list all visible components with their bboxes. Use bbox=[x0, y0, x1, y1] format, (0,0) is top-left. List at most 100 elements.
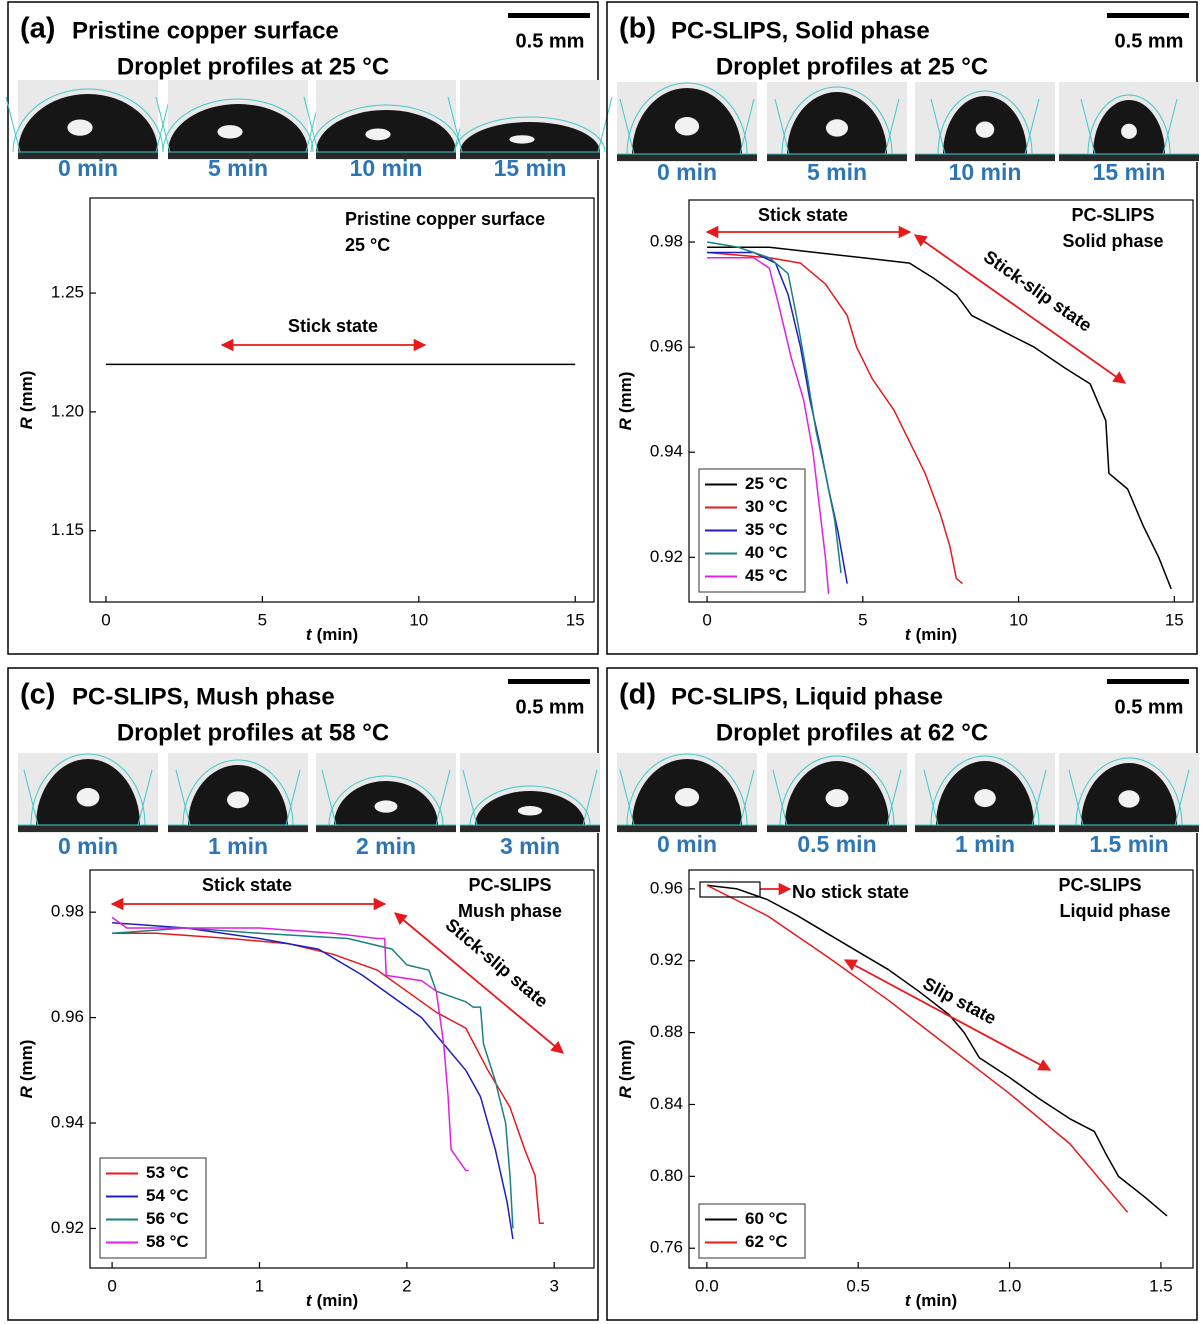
tangent bbox=[23, 769, 39, 826]
droplet-fit bbox=[30, 753, 146, 826]
panel-border bbox=[606, 1, 1198, 655]
tangent bbox=[739, 769, 755, 826]
panel-subtitle: Droplet profiles at 62 °C bbox=[716, 719, 988, 746]
profile-time: 15 min bbox=[1093, 159, 1166, 185]
data-line bbox=[706, 884, 1168, 1217]
legend-label: 35 °C bbox=[745, 520, 788, 539]
profile-time: 3 min bbox=[500, 833, 560, 859]
annotation-arrow bbox=[913, 234, 1127, 384]
profile-time: 1 min bbox=[208, 833, 268, 859]
profile-time: 0.5 min bbox=[797, 831, 876, 857]
droplet-highlight bbox=[517, 805, 543, 816]
annotation: Mush phase bbox=[458, 901, 562, 921]
tangent bbox=[884, 98, 900, 155]
y-axis-label: R (mm) bbox=[616, 372, 635, 431]
x-axis-unit: (min) bbox=[317, 1291, 359, 1310]
scale-bar-label: 0.5 mm bbox=[516, 696, 585, 718]
annotation: Stick state bbox=[758, 205, 848, 225]
tangent bbox=[1080, 98, 1096, 155]
y-axis-var: R bbox=[17, 416, 36, 429]
x-axis-unit: (min) bbox=[317, 625, 359, 644]
substrate bbox=[460, 825, 600, 832]
tangent bbox=[1024, 98, 1040, 155]
y-tick-label: 0.92 bbox=[650, 950, 683, 969]
x-tick-label: 1.5 bbox=[1149, 1276, 1173, 1295]
panel-subtitle: Droplet profiles at 25 °C bbox=[716, 53, 988, 80]
substrate bbox=[915, 154, 1055, 161]
droplet-fit bbox=[1075, 757, 1183, 826]
profile-time: 0 min bbox=[58, 155, 118, 181]
droplet-fit bbox=[937, 90, 1033, 155]
y-tick-label: 0.96 bbox=[650, 878, 683, 897]
droplet-highlight bbox=[674, 788, 700, 807]
annotation: Liquid phase bbox=[1059, 901, 1170, 921]
profile-time: 5 min bbox=[807, 159, 867, 185]
tangent bbox=[285, 769, 301, 826]
droplet-highlight bbox=[974, 789, 996, 808]
legend-label: 62 °C bbox=[745, 1232, 788, 1251]
substrate bbox=[316, 825, 456, 832]
y-axis-label: R (mm) bbox=[17, 1040, 36, 1099]
panel-title: Pristine copper surface bbox=[72, 17, 339, 44]
annotation: Solid phase bbox=[1062, 231, 1163, 251]
y-tick-label: 0.88 bbox=[650, 1022, 683, 1041]
scale-bar bbox=[1107, 13, 1189, 18]
substrate bbox=[460, 152, 600, 159]
x-tick-label: 10 bbox=[1009, 610, 1028, 629]
y-tick-label: 0.84 bbox=[650, 1094, 683, 1113]
annotation-box bbox=[699, 881, 761, 898]
y-tick-label: 0.98 bbox=[650, 232, 683, 251]
tangent bbox=[1162, 98, 1178, 155]
droplet-highlight bbox=[674, 117, 700, 136]
x-tick-label: 1.0 bbox=[998, 1276, 1022, 1295]
droplet-fit bbox=[454, 116, 606, 153]
y-axis-label: R (mm) bbox=[616, 1040, 635, 1099]
x-tick-label: 0 bbox=[107, 1276, 116, 1295]
x-axis-var: t bbox=[905, 1291, 912, 1310]
panel-label: (c) bbox=[20, 679, 55, 711]
panel-border bbox=[606, 667, 1198, 1321]
legend-label: 53 °C bbox=[146, 1163, 189, 1182]
droplet-fit bbox=[328, 775, 444, 826]
droplet-highlight bbox=[1121, 123, 1137, 139]
x-axis-label: t (min) bbox=[306, 625, 358, 644]
droplet-fit bbox=[182, 759, 294, 826]
substrate bbox=[1059, 825, 1199, 832]
panel: (b) PC-SLIPS, Solid phase Droplet profiles… bbox=[606, 1, 1199, 655]
y-tick-label: 0.92 bbox=[650, 547, 683, 566]
annotation-arrow bbox=[394, 912, 564, 1054]
scale-bar bbox=[508, 679, 590, 684]
scale-bar-label: 0.5 mm bbox=[1115, 30, 1184, 52]
data-line bbox=[707, 257, 830, 595]
droplet-fit bbox=[626, 82, 748, 155]
panel-title: PC-SLIPS, Solid phase bbox=[671, 17, 930, 44]
scale-bar-label: 0.5 mm bbox=[1115, 696, 1184, 718]
legend-label: 25 °C bbox=[745, 474, 788, 493]
substrate bbox=[1059, 154, 1199, 161]
x-tick-label: 10 bbox=[409, 610, 428, 629]
droplet-fit bbox=[626, 753, 748, 826]
droplet-highlight bbox=[975, 121, 995, 138]
panel-border bbox=[7, 667, 599, 1321]
droplet-highlight bbox=[374, 800, 398, 813]
annotation: PC-SLIPS bbox=[468, 875, 551, 895]
y-tick-label: 1.15 bbox=[51, 520, 84, 539]
substrate bbox=[617, 154, 757, 161]
tangent bbox=[137, 769, 153, 826]
droplet-highlight bbox=[1118, 790, 1140, 808]
substrate bbox=[18, 152, 158, 159]
y-axis-unit: (mm) bbox=[616, 1040, 635, 1082]
x-axis-var: t bbox=[905, 625, 912, 644]
legend-label: 54 °C bbox=[146, 1186, 189, 1205]
substrate bbox=[168, 825, 308, 832]
panel-title: PC-SLIPS, Liquid phase bbox=[671, 683, 943, 710]
droplet-highlight bbox=[509, 135, 535, 144]
legend-label: 30 °C bbox=[745, 497, 788, 516]
droplet-fit bbox=[1087, 94, 1171, 155]
annotation: 25 °C bbox=[345, 235, 390, 255]
droplet-highlight bbox=[826, 119, 848, 137]
panel-title: PC-SLIPS, Mush phase bbox=[72, 683, 335, 710]
y-tick-label: 0.96 bbox=[51, 1007, 84, 1026]
y-tick-label: 0.96 bbox=[650, 337, 683, 356]
